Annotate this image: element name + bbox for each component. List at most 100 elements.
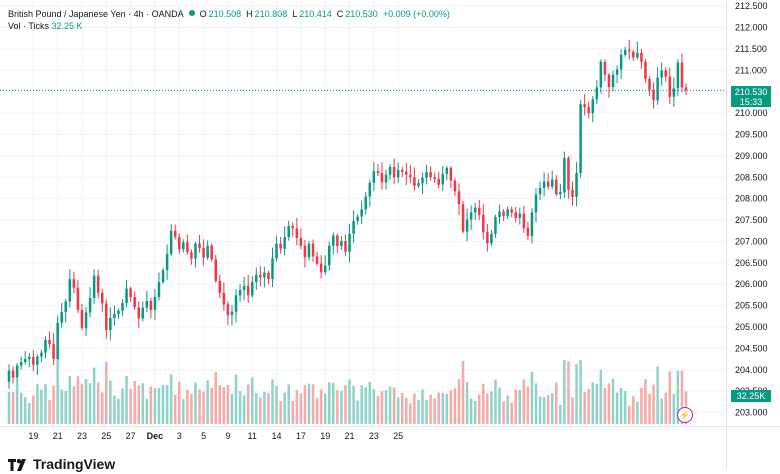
volume-bar: [332, 382, 335, 424]
last-price: 210.530: [734, 87, 768, 97]
candle-body: [190, 252, 193, 259]
volume-bar: [246, 384, 250, 424]
volume-bar: [429, 394, 432, 424]
volume-bar: [105, 361, 108, 424]
candle-body: [15, 365, 19, 378]
volume-tag: 32.25K: [731, 390, 771, 402]
candle-body: [571, 189, 574, 197]
candle-body: [238, 289, 242, 296]
candle-body: [234, 295, 238, 312]
volume-bar: [417, 399, 420, 424]
volume-bar: [518, 390, 522, 424]
candle-body: [559, 192, 562, 195]
volume-bar: [652, 384, 655, 424]
candle-body: [664, 70, 667, 77]
candle-body: [72, 279, 76, 288]
volume-bar: [230, 394, 234, 424]
volume-bar: [32, 395, 35, 424]
candle-body: [182, 242, 185, 250]
volume-bar: [198, 389, 201, 424]
candle-body: [48, 339, 51, 345]
candle-body: [121, 303, 124, 311]
volume-bar: [477, 394, 481, 424]
candle-body: [518, 213, 522, 218]
volume-bar: [19, 392, 23, 424]
volume-bar: [40, 389, 43, 424]
candle-body: [494, 217, 497, 234]
candle-body: [405, 171, 408, 175]
volume-bar: [271, 379, 274, 424]
volume-bar: [48, 400, 51, 424]
candle-body: [230, 311, 234, 316]
volume-bar: [676, 370, 680, 424]
volume-bar: [218, 385, 222, 424]
volume-label: Vol · Ticks: [8, 21, 50, 31]
volume-bar: [482, 383, 485, 424]
volume-bar: [80, 384, 84, 424]
volume-bar: [307, 383, 311, 424]
last-price-tag: 210.530 15:33: [731, 86, 771, 107]
volume-bar: [352, 385, 355, 424]
candle-body: [145, 300, 149, 308]
candle-body: [656, 77, 659, 101]
volume-bar: [449, 390, 453, 424]
x-tick-label: 19: [320, 431, 330, 441]
candle-body: [429, 172, 432, 178]
candle-body: [550, 179, 554, 187]
volume-bar: [11, 392, 15, 424]
candle-body: [105, 303, 108, 331]
volume-bar: [141, 383, 145, 424]
volume-bar: [530, 371, 534, 424]
candle-body: [632, 51, 635, 58]
candle-body: [275, 243, 278, 259]
candle-body: [117, 310, 120, 315]
volume-bar: [619, 387, 623, 424]
candle-body: [388, 167, 392, 175]
candle-body: [413, 177, 416, 186]
candle-body: [214, 259, 218, 281]
volume-bar: [56, 360, 59, 424]
candle-body: [141, 307, 145, 319]
volume-bar: [425, 400, 428, 424]
candle-body: [356, 216, 359, 221]
volume-bar: [190, 393, 193, 424]
candle-body: [514, 212, 517, 218]
x-tick-label: 19: [28, 431, 38, 441]
tradingview-logo[interactable]: TradingView: [8, 456, 115, 472]
volume-bar: [364, 387, 367, 424]
volume-bar: [563, 360, 566, 424]
volume-bar: [405, 397, 408, 424]
volume-bar: [571, 397, 574, 424]
candle-body: [169, 230, 173, 254]
volume-bar: [538, 396, 542, 424]
symbol-title: British Pound / Japanese Yen · 4h · OAND…: [8, 9, 184, 19]
volume-bar: [640, 387, 643, 424]
volume-bar: [303, 385, 307, 424]
candle-body: [44, 339, 47, 353]
y-tick-label: 204.000: [735, 365, 768, 375]
candle-body: [202, 247, 205, 258]
candle-body: [360, 209, 363, 217]
candle-body: [546, 181, 550, 187]
volume-bar: [100, 392, 104, 424]
volume-bar: [567, 361, 570, 424]
candle-body: [611, 74, 615, 87]
volume-bar: [599, 369, 603, 424]
volume-bar: [656, 366, 659, 424]
candle-body: [113, 314, 116, 319]
volume-bar: [206, 380, 209, 424]
x-tick-label: 25: [393, 431, 403, 441]
volume-bar: [514, 389, 517, 424]
volume-bar: [153, 388, 157, 424]
volume-bar: [550, 393, 554, 424]
candle-body: [555, 179, 558, 195]
flash-icon[interactable]: ⚡: [677, 407, 693, 423]
y-tick-label: 206.000: [735, 279, 768, 289]
volume-bar: [542, 396, 546, 424]
volume-bar: [113, 395, 116, 424]
candle-body: [307, 243, 311, 258]
candle-body: [591, 99, 595, 114]
close-label: C: [336, 9, 344, 19]
y-tick-label: 203.000: [735, 408, 768, 418]
